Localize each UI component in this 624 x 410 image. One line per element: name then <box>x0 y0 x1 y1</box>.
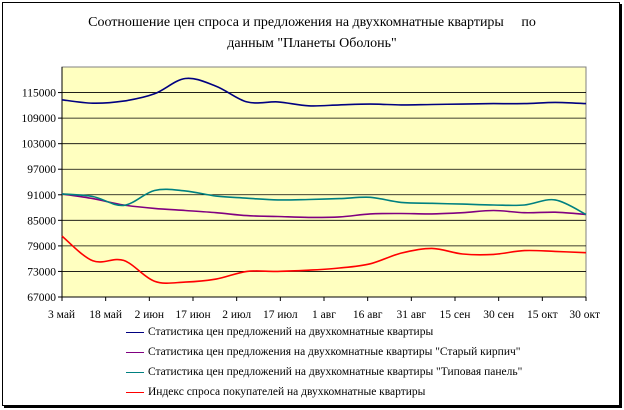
x-tick-label: 17 июл <box>263 309 298 321</box>
legend-swatch <box>126 391 144 393</box>
gridlines <box>62 92 586 272</box>
legend-swatch <box>126 371 144 373</box>
x-tick-label: 15 сен <box>440 309 471 321</box>
y-tick-label: 109000 <box>22 113 57 125</box>
series-line-3 <box>61 188 587 216</box>
chart-title-line-2: данным "Планеты Оболонь" <box>227 36 397 51</box>
legend-label: Индекс спроса покупателей на двухкомнатн… <box>148 386 426 398</box>
x-tick-label: 30 окт <box>569 309 600 321</box>
plot-area <box>61 66 587 298</box>
x-tick-label: 3 май <box>48 309 75 321</box>
series-layer <box>61 77 587 284</box>
legend-label: Статистика цен предложений на двухкомнат… <box>148 366 523 378</box>
x-axis: 3 май 18 май 2 июн 17 июн 2 июл 17 июл 1 авг 16… <box>48 296 600 321</box>
legend: Статистика цен предложений на двухкомнат… <box>126 322 606 402</box>
legend-item: Статистика цен предложений на двухкомнат… <box>126 362 606 382</box>
y-tick-label: 73000 <box>27 266 56 278</box>
y-tick-label: 115000 <box>22 88 56 100</box>
series-line-4 <box>61 235 587 284</box>
legend-label: Статистика цен предложения на двухкомнат… <box>148 346 521 358</box>
chart-title-line-1: Соотношение цен спроса и предложения на … <box>88 15 536 30</box>
x-tick-label: 2 июн <box>135 309 165 321</box>
y-tick-label: 85000 <box>27 215 56 227</box>
x-tick-label: 30 сен <box>483 309 514 321</box>
x-tick-label: 1 авг <box>312 309 336 321</box>
y-axis: 115000 109000 103000 97000 91000 85000 79000 73… <box>22 67 63 304</box>
x-tick-label: 15 окт <box>527 309 558 321</box>
series-line-2 <box>61 193 587 219</box>
legend-label: Статистика цен предложений на двухкомнат… <box>148 326 434 338</box>
x-tick-label: 31 авг <box>397 309 427 321</box>
y-tick-label: 79000 <box>27 241 56 253</box>
series-line-1 <box>61 77 587 107</box>
legend-swatch <box>126 351 144 353</box>
chart-title: Соотношение цен спроса и предложения на … <box>0 12 624 54</box>
y-tick-label: 103000 <box>22 139 57 151</box>
legend-item: Статистика цен предложений на двухкомнат… <box>126 322 606 342</box>
x-tick-label: 18 май <box>89 309 122 321</box>
x-tick-label: 16 авг <box>353 309 383 321</box>
y-tick-label: 91000 <box>27 190 56 202</box>
y-tick-label: 67000 <box>27 292 56 304</box>
x-tick-label: 17 июн <box>175 309 210 321</box>
legend-item: Индекс спроса покупателей на двухкомнатн… <box>126 382 606 402</box>
legend-swatch <box>126 331 144 333</box>
legend-item: Статистика цен предложения на двухкомнат… <box>126 342 606 362</box>
y-tick-label: 97000 <box>27 164 56 176</box>
x-tick-label: 2 июл <box>222 309 251 321</box>
